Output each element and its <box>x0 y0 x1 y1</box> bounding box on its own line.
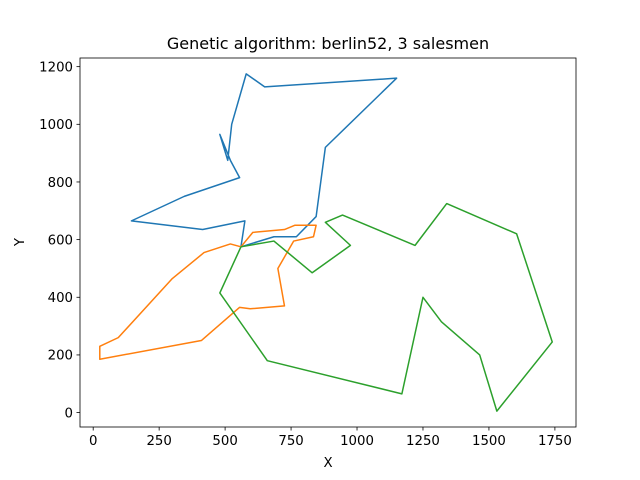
chart-title: Genetic algorithm: berlin52, 3 salesmen <box>167 34 489 53</box>
x-tick-label: 1250 <box>406 434 440 449</box>
y-axis-title: Y <box>13 237 28 247</box>
y-tick-label: 1200 <box>39 60 73 75</box>
x-tick-label: 500 <box>212 434 237 449</box>
y-tick-label: 600 <box>48 233 73 248</box>
x-axis-title: X <box>323 456 332 471</box>
y-tick-label: 1000 <box>39 118 73 133</box>
x-tick-label: 750 <box>278 434 303 449</box>
y-tick-label: 200 <box>48 349 73 364</box>
series-line-1 <box>130 73 398 248</box>
series-line-2 <box>99 224 317 360</box>
y-tick-label: 800 <box>48 176 73 191</box>
x-tick-label: 1000 <box>340 434 374 449</box>
series-layer <box>99 73 554 412</box>
plot-frame <box>79 57 577 428</box>
x-tick-label: 1750 <box>538 434 572 449</box>
x-tick-label: 0 <box>89 434 97 449</box>
y-tick-label: 400 <box>48 291 73 306</box>
x-tick-label: 250 <box>146 434 171 449</box>
series-line-3 <box>219 202 554 412</box>
y-tick-label: 0 <box>65 406 73 421</box>
x-tick-label: 1500 <box>472 434 506 449</box>
axes-layer: 0 250 500 750 1000 1250 1500 1750 0 200 400 600 800 1… <box>39 60 572 449</box>
